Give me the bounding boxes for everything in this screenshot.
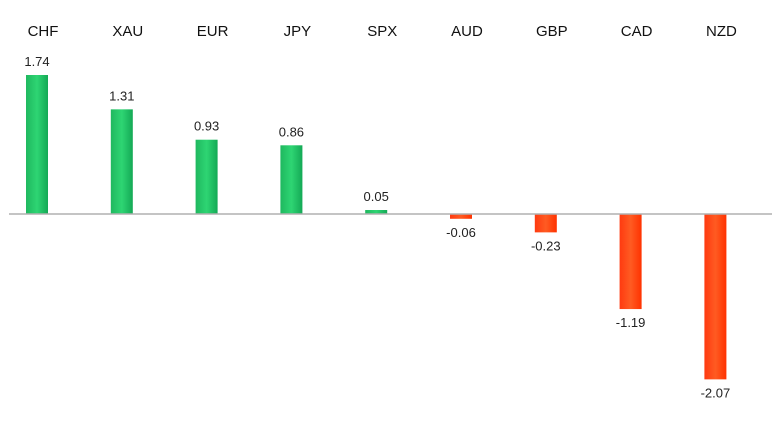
bar-nzd [704, 214, 727, 380]
category-label-jpy: JPY [284, 23, 312, 40]
value-label-chf: 1.74 [24, 54, 49, 69]
value-labels: 1.74 1.31 0.93 0.86 0.05 -0.06 -0.23 -1.19 -2.07 [24, 54, 730, 400]
bar-eur [195, 139, 218, 214]
value-label-nzd: -2.07 [701, 385, 731, 400]
value-label-cad: -1.19 [616, 315, 646, 330]
bar-chf [26, 75, 48, 214]
category-label-spx: SPX [367, 23, 397, 40]
category-label-eur: EUR [197, 23, 229, 40]
bar-cad [619, 214, 642, 310]
value-label-aud: -0.06 [446, 225, 476, 240]
value-label-spx: 0.05 [364, 189, 389, 204]
bar-xau [110, 109, 133, 214]
value-label-eur: 0.93 [194, 119, 219, 134]
category-label-nzd: NZD [706, 23, 737, 40]
bar-spx [365, 210, 388, 214]
bars [26, 75, 727, 380]
bar-gbp [534, 214, 557, 233]
bar-aud [450, 214, 472, 219]
category-label-gbp: GBP [536, 23, 568, 40]
value-label-gbp: -0.23 [531, 238, 561, 253]
value-label-jpy: 0.86 [279, 124, 304, 139]
category-label-xau: XAU [112, 23, 143, 40]
category-label-aud: AUD [451, 23, 483, 40]
category-labels: CHF XAU EUR JPY SPX AUD GBP CAD NZD [28, 23, 737, 40]
category-label-chf: CHF [28, 23, 59, 40]
bar-jpy [280, 145, 303, 214]
category-label-cad: CAD [621, 23, 653, 40]
value-label-xau: 1.31 [109, 88, 134, 103]
